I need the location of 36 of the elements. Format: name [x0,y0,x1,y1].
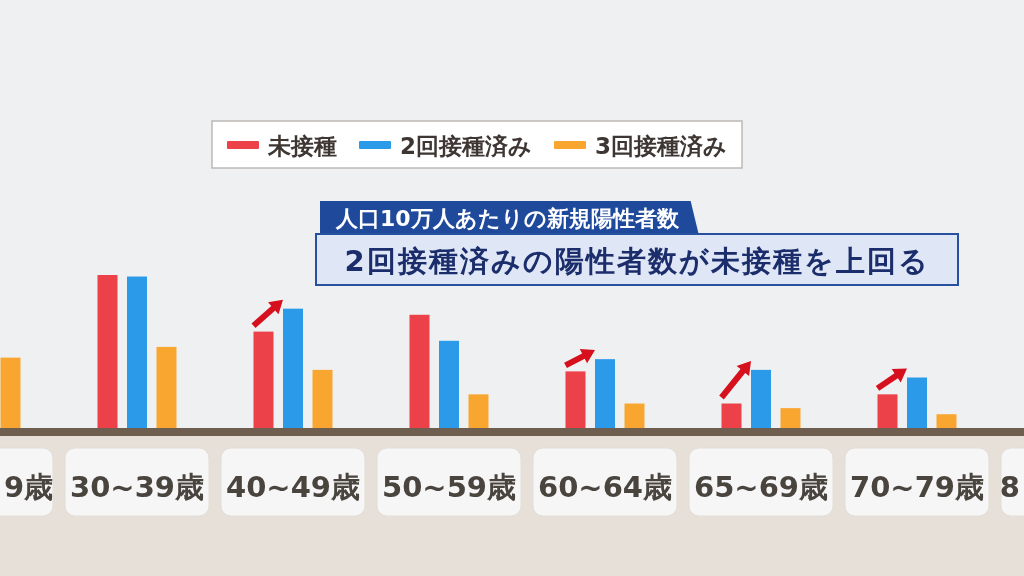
x-tick-label: 9歳 [4,470,54,504]
legend-label: 未接種 [266,133,337,159]
x-tick-label: 40~49歳 [225,470,361,504]
bar [907,377,927,428]
x-tick-label: 60~64歳 [537,470,673,504]
x-tick-label: 30~39歳 [69,470,205,504]
chart-subtitle: 2回接種済みの陽性者数が未接種を上回る [344,244,930,278]
bar [253,331,274,428]
chart-title: 人口10万人あたりの新規陽性者数 [335,206,680,231]
bar [624,403,645,428]
bar [409,314,430,428]
bar [468,394,489,428]
bar [565,371,586,428]
bar [97,275,118,428]
legend-label: 3回接種済み [595,133,728,159]
x-tick-label: 50~59歳 [381,470,517,504]
bar [439,340,459,428]
bar [595,359,615,428]
bar [127,276,147,428]
bar [0,357,21,428]
x-tick-label: 70~79歳 [849,470,985,504]
x-tick-label: 65~69歳 [693,470,829,504]
legend-item: 未接種 [227,133,337,159]
bar [780,408,801,428]
legend-item: 3回接種済み [554,133,727,159]
bar [936,414,957,428]
subtitle: 2回接種済みの陽性者数が未接種を上回る [315,233,959,286]
legend-item: 2回接種済み [359,133,532,159]
legend-label: 2回接種済み [399,133,532,159]
bar [283,308,303,428]
bar [877,394,898,428]
bar [156,346,177,428]
bar [312,369,333,428]
title: 人口10万人あたりの新規陽性者数 [320,201,699,234]
x-tick-label: 8 [999,470,1020,504]
bar [721,403,742,428]
